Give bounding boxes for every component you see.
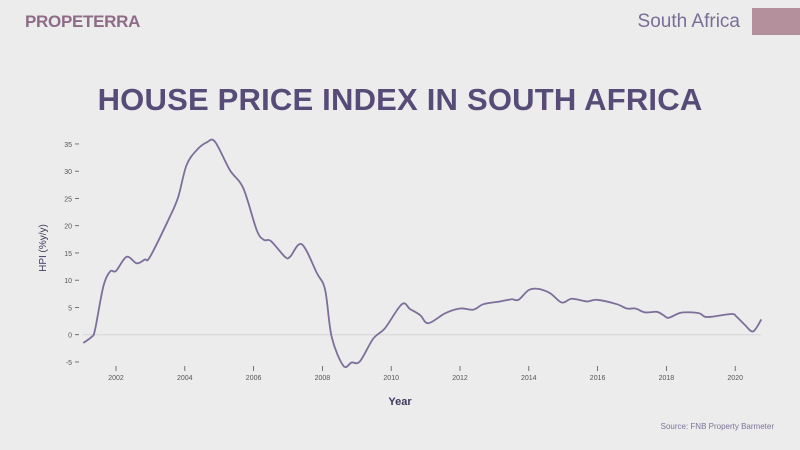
x-tick-label: 2010 — [383, 375, 399, 382]
x-tick-label: 2016 — [590, 375, 606, 382]
y-tick-label: -5 — [66, 360, 72, 367]
region-label: South Africa — [637, 11, 740, 32]
x-tick-label: 2018 — [659, 375, 675, 382]
y-tick-label: 20 — [64, 224, 72, 231]
x-tick-label: 2006 — [246, 375, 262, 382]
hpi-series-line — [82, 138, 763, 369]
y-tick-label: 35 — [64, 142, 72, 149]
chart-title: HOUSE PRICE INDEX IN SOUTH AFRICA — [97, 82, 703, 117]
y-tick-label: 5 — [68, 305, 72, 312]
x-tick-label: 2004 — [177, 375, 193, 382]
propeterra-logo[interactable]: PROPETERRA — [25, 12, 141, 31]
x-tick-label: 2012 — [452, 375, 468, 382]
source-note: Source: FNB Property Barmeter — [660, 422, 774, 431]
x-tick-label: 2002 — [108, 375, 124, 382]
x-tick-label: 2020 — [727, 375, 743, 382]
region-badge — [752, 8, 800, 35]
x-tick-label: 2008 — [315, 375, 331, 382]
y-axis-label: HPI (%y/y) — [38, 224, 49, 272]
y-tick-label: 30 — [64, 169, 72, 176]
y-tick-label: 15 — [64, 251, 72, 258]
y-tick-label: 10 — [64, 278, 72, 285]
x-axis-label: Year — [388, 396, 412, 408]
y-tick-label: 25 — [64, 196, 72, 203]
x-tick-label: 2014 — [521, 375, 537, 382]
y-tick-label: 0 — [68, 333, 72, 340]
